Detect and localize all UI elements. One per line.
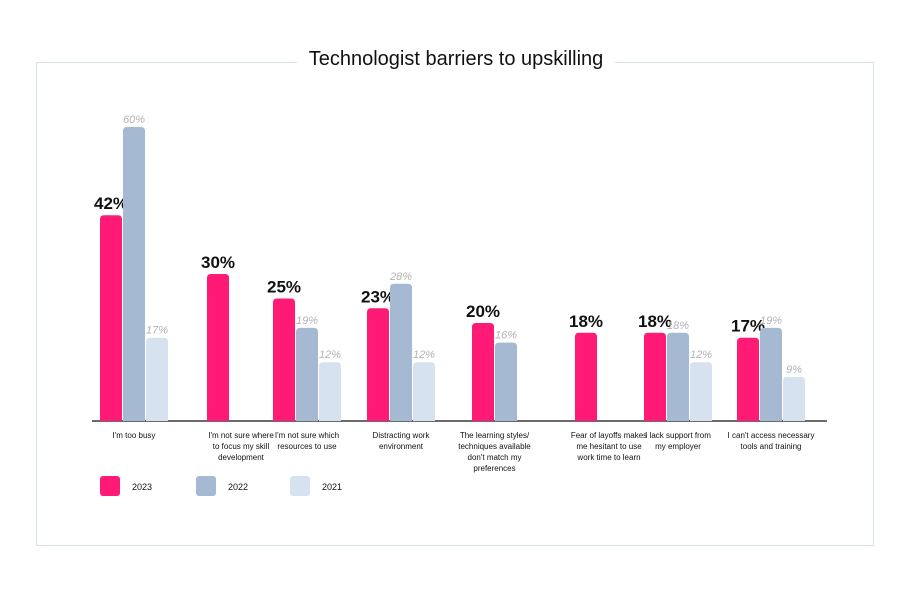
data-label-2021-6: 12% — [690, 349, 712, 361]
legend-label-2022: 2022 — [228, 482, 248, 492]
bar-2022-2 — [296, 327, 318, 421]
bar-2021-0 — [146, 337, 168, 421]
data-label-2022-2: 19% — [296, 315, 318, 327]
data-label-2023-7: 17% — [731, 317, 765, 336]
category-label-5-line-0: Fear of layoffs makes — [571, 431, 647, 440]
data-label-2021-0: 17% — [146, 325, 168, 337]
category-label-4-line-0: The learning styles/ — [460, 431, 530, 440]
legend-swatch-2021 — [290, 476, 310, 496]
bar-2022-7 — [760, 327, 782, 421]
data-label-2023-4: 20% — [466, 302, 500, 321]
data-label-2023-0: 42% — [94, 194, 128, 213]
data-label-2022-4: 16% — [495, 330, 517, 342]
data-label-2023-1: 30% — [201, 253, 235, 272]
data-label-2022-6: 18% — [667, 320, 689, 332]
data-label-2022-0: 60% — [123, 114, 145, 126]
bar-2022-4 — [495, 342, 517, 421]
category-label-6-line-1: my employer — [655, 442, 701, 451]
category-label-1-line-2: development — [218, 453, 265, 462]
data-label-2023-6: 18% — [638, 312, 672, 331]
bar-2022-0 — [123, 127, 145, 421]
bar-2023-2 — [273, 298, 295, 421]
bar-2023-0 — [100, 215, 122, 421]
legend-label-2023: 2023 — [132, 482, 152, 492]
category-label-5-line-1: me hesitant to use — [576, 442, 642, 451]
chart-title: Technologist barriers to upskilling — [0, 48, 912, 71]
bar-2023-7 — [737, 337, 759, 421]
legend-swatch-2022 — [196, 476, 216, 496]
data-label-2023-5: 18% — [569, 312, 603, 331]
bar-2021-6 — [690, 362, 712, 421]
category-label-5-line-2: work time to learn — [576, 453, 640, 462]
category-label-3-line-1: environment — [379, 442, 424, 451]
category-label-3-line-0: Distracting work — [373, 431, 431, 440]
bar-2022-6 — [667, 332, 689, 421]
category-label-7-line-0: I can't access necessary — [728, 431, 815, 440]
category-label-2-line-0: I'm not sure which — [275, 431, 339, 440]
bar-2023-6 — [644, 332, 666, 421]
category-label-7-line-1: tools and training — [741, 442, 802, 451]
bar-2021-3 — [413, 362, 435, 421]
category-label-1-line-0: I'm not sure where — [208, 431, 274, 440]
category-label-2-line-1: resources to use — [277, 442, 337, 451]
bar-2023-1 — [207, 274, 229, 421]
data-label-2021-3: 12% — [413, 349, 435, 361]
category-label-0-line-0: I'm too busy — [113, 431, 156, 440]
category-label-1-line-1: to focus my skill — [213, 442, 270, 451]
legend-label-2021: 2021 — [322, 482, 342, 492]
category-label-4-line-2: don't match my — [468, 453, 522, 462]
data-label-2023-2: 25% — [267, 278, 301, 297]
category-label-4-line-1: techniques available — [458, 442, 531, 451]
data-label-2022-3: 28% — [389, 271, 412, 283]
bar-2021-2 — [319, 362, 341, 421]
bar-2022-3 — [390, 283, 412, 421]
legend-swatch-2023 — [100, 476, 120, 496]
data-label-2021-2: 12% — [319, 349, 341, 361]
category-label-4-line-3: preferences — [473, 464, 515, 473]
bar-2021-7 — [783, 376, 805, 421]
data-label-2023-3: 23% — [361, 287, 395, 306]
bar-2023-3 — [367, 308, 389, 421]
category-label-6-line-0: I lack support from — [645, 431, 711, 440]
bar-2023-4 — [472, 323, 494, 421]
data-label-2021-7: 9% — [786, 364, 802, 376]
data-label-2022-7: 19% — [760, 315, 782, 327]
bar-2023-5 — [575, 332, 597, 421]
